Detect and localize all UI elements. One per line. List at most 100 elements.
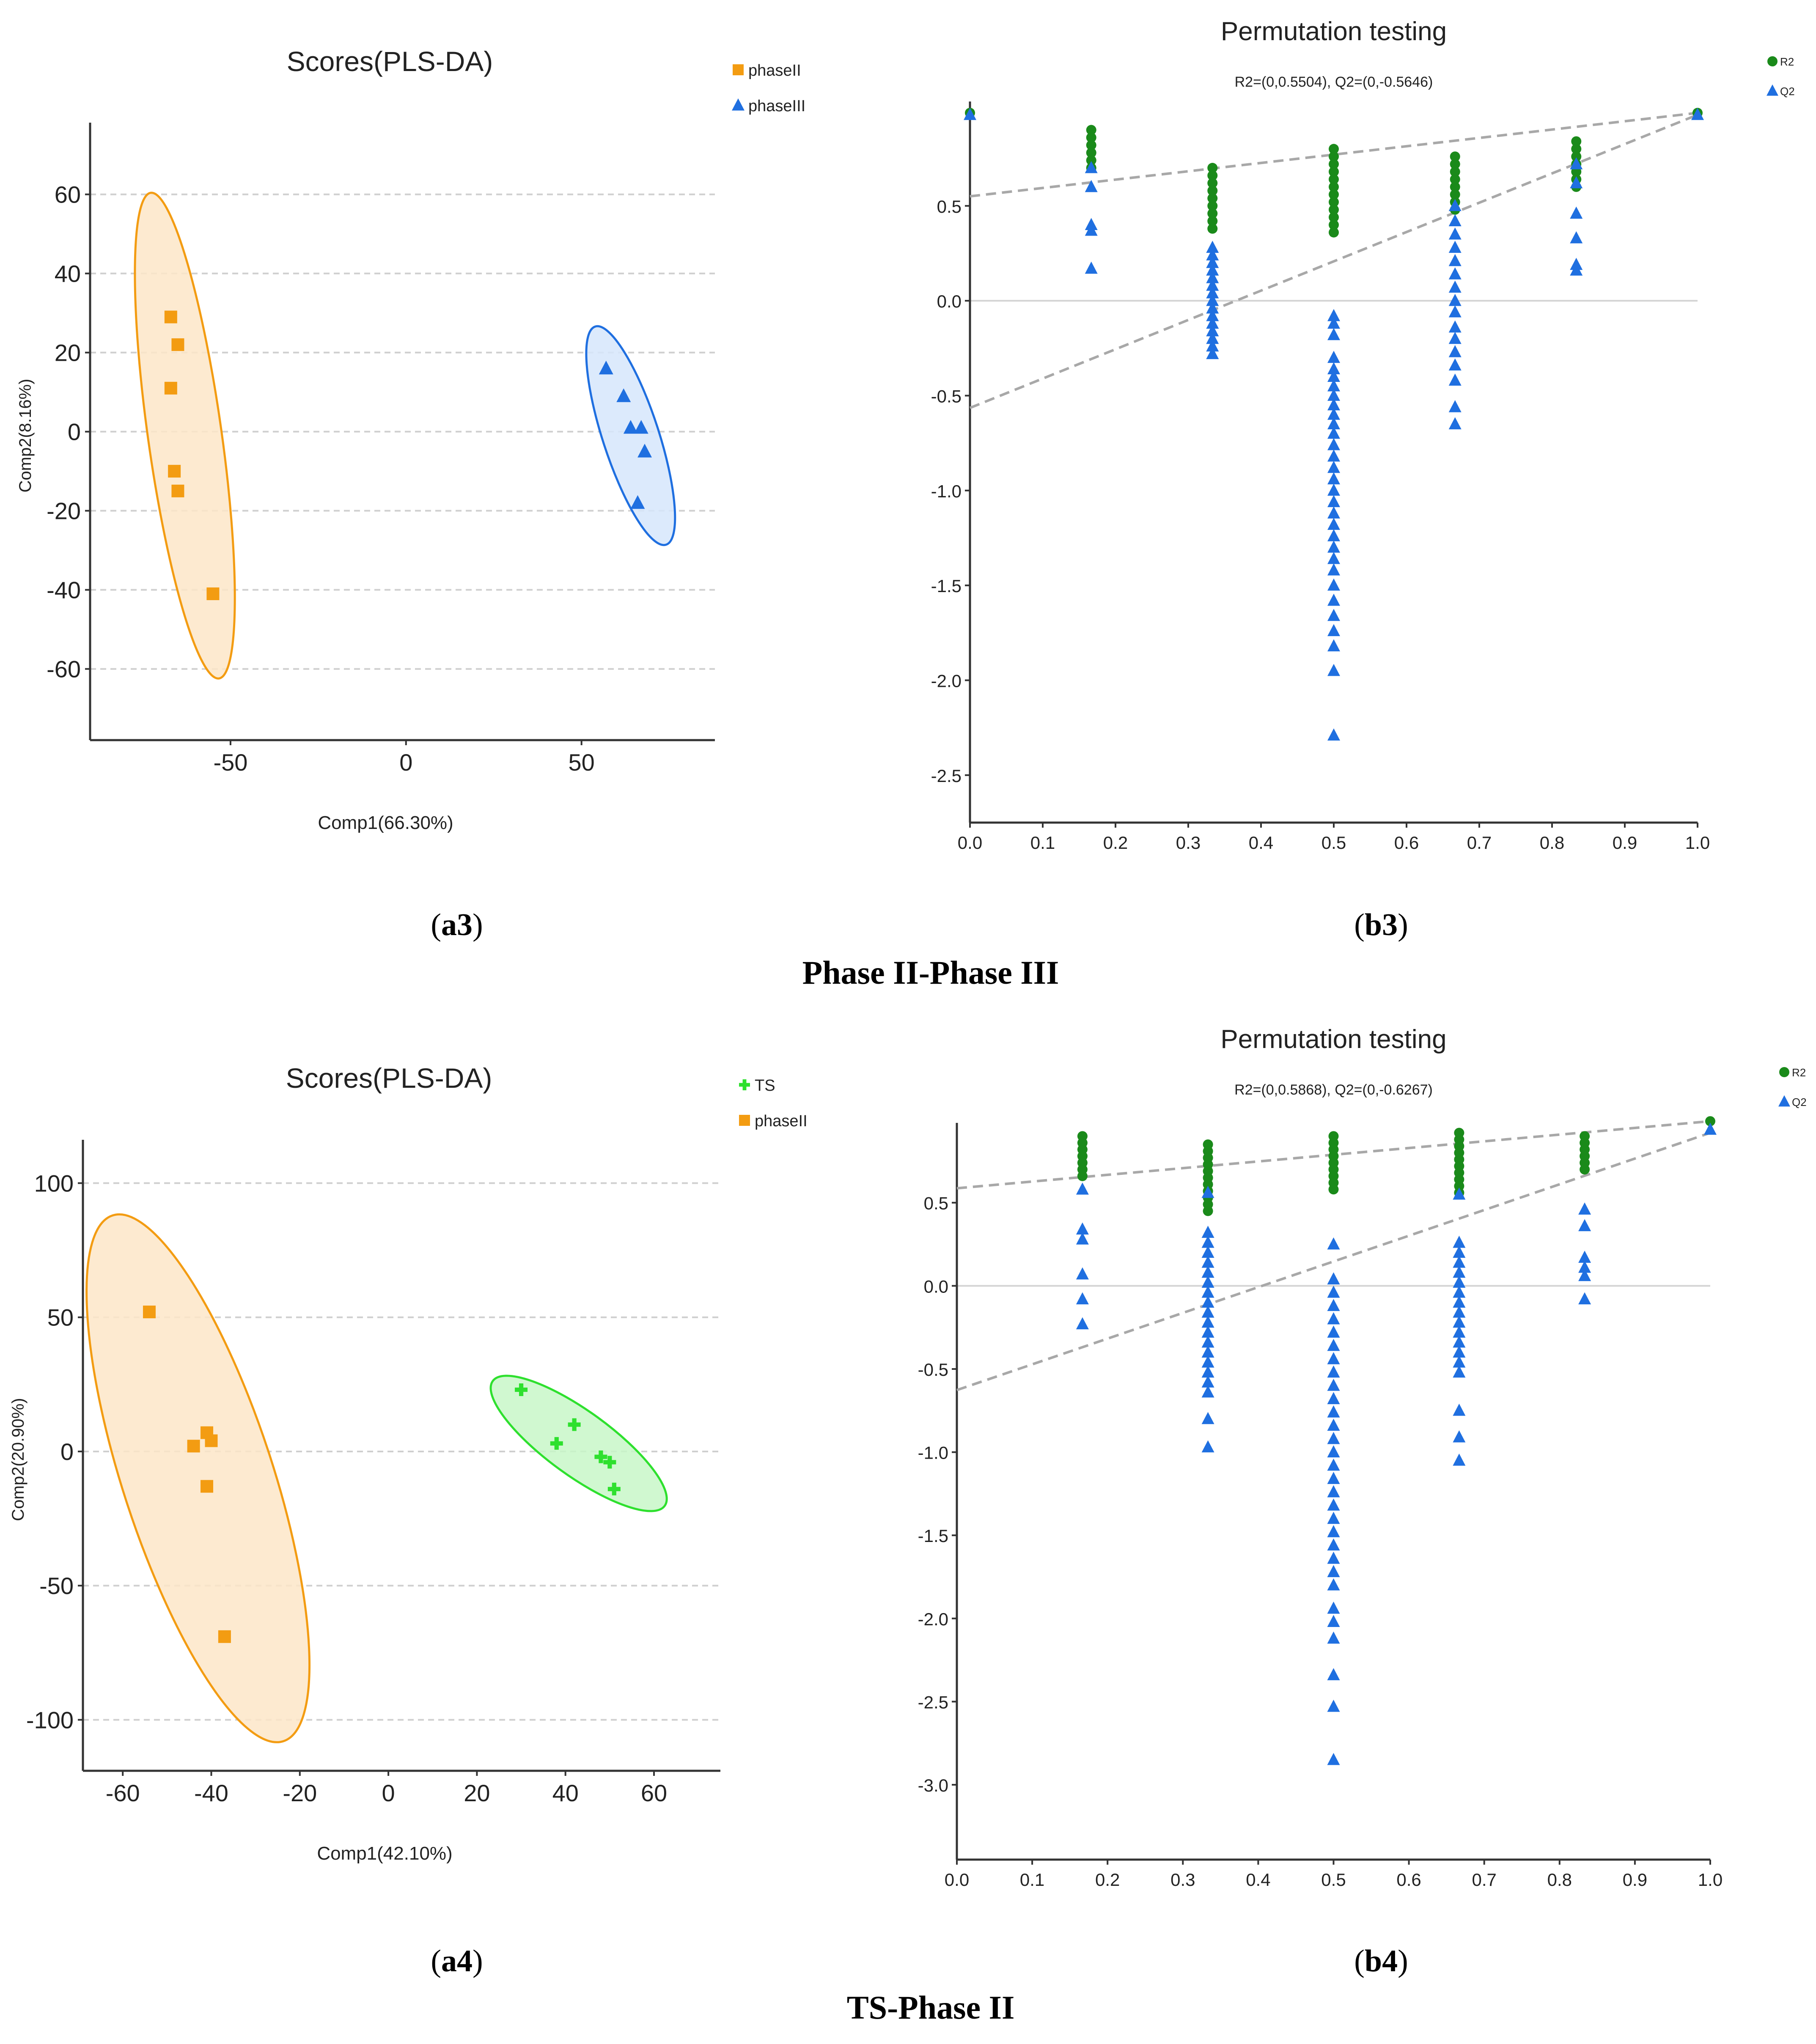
r2-point <box>1086 140 1096 151</box>
r2-point <box>1329 167 1339 177</box>
legend-marker-phaseII <box>739 1115 750 1126</box>
data-point-TS <box>550 1437 563 1450</box>
q2-point <box>1327 316 1340 329</box>
data-point-phaseII <box>206 587 220 601</box>
q2-point <box>1327 578 1340 591</box>
q2-point <box>1327 1392 1340 1405</box>
q2-point <box>1448 373 1462 386</box>
y-tick-label: -0.5 <box>931 386 962 406</box>
y-tick-label: -1.5 <box>931 576 962 596</box>
q2-point <box>1201 1246 1214 1258</box>
q2-point <box>1327 1445 1340 1457</box>
q2-point <box>1327 328 1340 340</box>
q2-point <box>1206 278 1219 291</box>
q2-point <box>1327 1485 1340 1498</box>
r2-point <box>1329 197 1339 207</box>
q2-point <box>1453 1430 1466 1443</box>
q2-point <box>1327 1339 1340 1351</box>
x-axis-label: Comp1(66.30%) <box>318 812 453 833</box>
q2-point <box>1327 563 1340 576</box>
r2-point <box>1450 151 1460 162</box>
q2-point <box>1453 1453 1466 1466</box>
y-tick-label: 0.0 <box>937 291 962 311</box>
q2-point <box>1327 1601 1340 1614</box>
data-point-phaseIII <box>599 360 613 375</box>
r2-point <box>1450 189 1460 200</box>
x-tick-label: -60 <box>106 1780 140 1806</box>
q2-point <box>1201 1385 1214 1398</box>
q2-point <box>1448 305 1462 318</box>
r2-point <box>1207 216 1218 226</box>
q2-point <box>1327 1325 1340 1338</box>
confidence-ellipse-phaseIII <box>585 325 676 546</box>
y-tick-label: 0.5 <box>937 197 962 217</box>
x-tick-label: 1.0 <box>1698 1870 1723 1890</box>
data-point-phaseIII <box>637 444 652 458</box>
x-tick-label: 0.4 <box>1246 1870 1270 1890</box>
panel-label-a4: (a4) <box>431 1944 483 1978</box>
legend-label-R2: R2 <box>1792 1066 1806 1079</box>
q2-point <box>1448 254 1462 266</box>
y-tick-label: 60 <box>55 181 81 208</box>
q2-point <box>1201 1265 1214 1278</box>
x-tick-label: -40 <box>194 1780 228 1806</box>
r2-point <box>1329 189 1339 200</box>
r2-point <box>1450 174 1460 184</box>
y-tick-label: -20 <box>47 498 81 524</box>
q2-point <box>1076 1292 1089 1305</box>
q2-point <box>1448 417 1462 430</box>
r2-point <box>1329 144 1339 154</box>
q2-point <box>1327 1615 1340 1627</box>
r2-point <box>1571 144 1582 154</box>
x-tick-label: 20 <box>464 1780 490 1806</box>
x-tick-label: 0.7 <box>1472 1870 1497 1890</box>
r2-point <box>1329 204 1339 215</box>
r2-point <box>1329 212 1339 222</box>
r2-point <box>1329 151 1339 162</box>
chart-a3: Scores(PLS-DA) 60 40 20 0 -20 -40 -60 -50 0 50 Comp… <box>16 46 805 833</box>
y-tick-label: -2.0 <box>931 671 962 691</box>
q2-point <box>1201 1375 1214 1388</box>
r2-point <box>1207 208 1218 219</box>
data-point-phaseII <box>205 1434 218 1447</box>
data-point-phaseII <box>143 1306 156 1319</box>
x-tick-label: 0.0 <box>958 833 982 853</box>
y-tick-label: -50 <box>39 1572 74 1599</box>
x-tick-label: 60 <box>641 1780 667 1806</box>
x-tick-label: 0.4 <box>1249 833 1273 853</box>
q2-regression-line <box>956 1131 1711 1391</box>
r2-point <box>1086 155 1096 166</box>
y-axis-label: Comp2(20.90%) <box>9 1398 27 1521</box>
x-tick-label: 40 <box>552 1780 579 1806</box>
q2-point <box>1578 1269 1591 1281</box>
q2-point <box>1206 294 1219 306</box>
q2-point <box>1327 1631 1340 1644</box>
q2-point <box>1453 1265 1466 1278</box>
q2-point <box>1201 1185 1214 1198</box>
q2-point <box>1578 1202 1591 1215</box>
x-tick-label: 0 <box>399 749 412 776</box>
y-tick-label: 0.0 <box>924 1276 948 1296</box>
x-tick-label: 0.8 <box>1547 1870 1572 1890</box>
q2-point <box>1453 1295 1466 1308</box>
panel-label-a3: (a3) <box>431 908 483 942</box>
y-tick-label: 40 <box>55 261 81 287</box>
q2-point <box>1327 1512 1340 1524</box>
q2-point <box>1448 400 1462 412</box>
q2-point <box>1453 1305 1466 1318</box>
panel-label-b4: (b4) <box>1354 1944 1408 1978</box>
r2-point <box>1571 136 1582 147</box>
panel-label-b3: (b3) <box>1354 908 1408 942</box>
q2-point <box>1327 1578 1340 1591</box>
x-tick-label: 0.1 <box>1030 833 1055 853</box>
q2-point <box>1201 1365 1214 1378</box>
q2-point <box>1327 593 1340 606</box>
r2-point <box>1207 178 1218 188</box>
legend-marker-Q2 <box>1767 84 1778 96</box>
q2-point <box>1570 176 1583 189</box>
q2-point <box>1201 1276 1214 1288</box>
q2-point <box>1448 227 1462 240</box>
q2-point <box>1206 316 1219 329</box>
q2-point <box>1201 1335 1214 1348</box>
